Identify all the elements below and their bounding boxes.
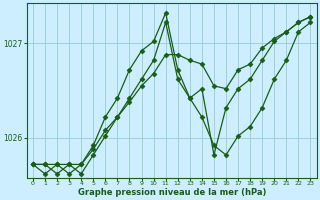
X-axis label: Graphe pression niveau de la mer (hPa): Graphe pression niveau de la mer (hPa) (77, 188, 266, 197)
